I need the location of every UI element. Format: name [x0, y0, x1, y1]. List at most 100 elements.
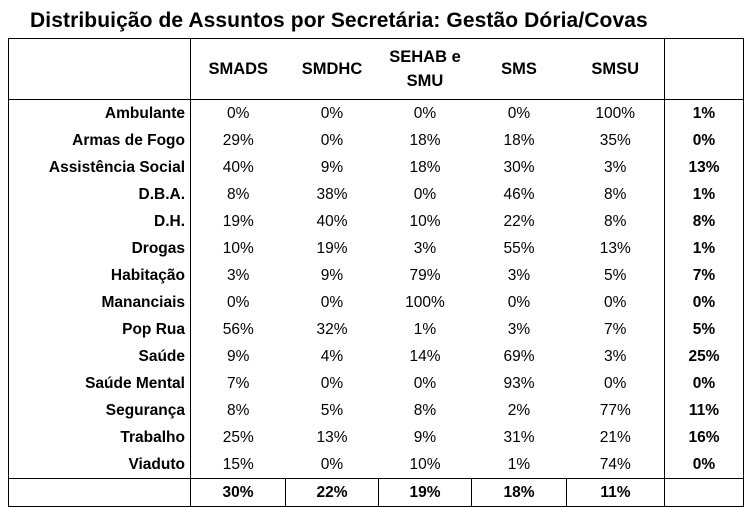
cell-value: 74% [599, 455, 631, 473]
cell-value: 14% [409, 347, 441, 365]
cell-value: 100% [595, 104, 636, 122]
cell-value: 7% [604, 320, 627, 338]
footer-end-cell [664, 478, 744, 507]
cell-value: 0% [227, 104, 250, 122]
cell-value: 4% [320, 347, 344, 365]
row-total: 0% [664, 127, 744, 154]
column-header-line: SMU [406, 72, 444, 90]
footer-total: 19% [378, 478, 472, 507]
cell-value: 30% [503, 158, 535, 176]
table-row: Pop Rua 56% 32% 1% 3% 7% 5% [8, 316, 744, 343]
cell-value: 29% [222, 131, 254, 149]
cell-value: 0% [320, 374, 344, 392]
row-label: Segurança [8, 397, 191, 424]
cell-value: 0% [413, 104, 437, 122]
cell-value: 3% [227, 266, 250, 284]
cell-value: 0% [320, 293, 344, 311]
footer-total: 22% [285, 478, 379, 507]
cell-value: 0% [507, 104, 531, 122]
cell-value: 40% [222, 158, 254, 176]
header-corner [8, 38, 191, 100]
column-header: SMS [471, 38, 567, 100]
cell-value: 40% [316, 212, 348, 230]
header-total-cell [664, 38, 744, 100]
cell-value: 2% [507, 401, 531, 419]
row-total: 5% [664, 316, 744, 343]
cell-value: 1% [413, 320, 437, 338]
row-label: Mananciais [8, 289, 191, 316]
column-header: SMADS [190, 38, 286, 100]
row-total: 1% [664, 181, 744, 208]
row-total: 0% [664, 289, 744, 316]
cell-value: 69% [503, 347, 535, 365]
cell-value: 9% [227, 347, 250, 365]
table-row: Assistência Social 40% 9% 18% 30% 3% 13% [8, 154, 744, 181]
cell-value: 5% [320, 401, 344, 419]
cell-value: 21% [599, 428, 631, 446]
row-total: 7% [664, 262, 744, 289]
table-row: D.B.A. 8% 38% 0% 46% 8% 1% [8, 181, 744, 208]
table-row: Segurança 8% 5% 8% 2% 77% 11% [8, 397, 744, 424]
table-row: Ambulante 0% 0% 0% 0% 100% 1% [8, 99, 744, 127]
cell-value: 18% [409, 158, 441, 176]
cell-value: 25% [222, 428, 254, 446]
cell-value: 3% [604, 158, 627, 176]
cell-value: 55% [503, 239, 535, 257]
row-label: Habitação [8, 262, 191, 289]
row-total: 16% [664, 424, 744, 451]
cell-value: 18% [409, 131, 441, 149]
cell-value: 77% [599, 401, 631, 419]
row-label: Armas de Fogo [8, 127, 191, 154]
footer-total: 18% [471, 478, 567, 507]
cell-value: 3% [604, 347, 627, 365]
row-label: D.B.A. [8, 181, 191, 208]
cell-value: 10% [222, 239, 254, 257]
cell-value: 9% [320, 266, 344, 284]
cell-value: 31% [503, 428, 535, 446]
cell-value: 79% [409, 266, 441, 284]
row-total: 13% [664, 154, 744, 181]
cell-value: 8% [604, 185, 627, 203]
cell-value: 18% [503, 131, 535, 149]
table-row: D.H. 19% 40% 10% 22% 8% 8% [8, 208, 744, 235]
cell-value: 13% [599, 239, 631, 257]
table-row: Saúde 9% 4% 14% 69% 3% 25% [8, 343, 744, 370]
row-total: 0% [664, 451, 744, 479]
cell-value: 8% [227, 401, 250, 419]
table-row: Saúde Mental 7% 0% 0% 93% 0% 0% [8, 370, 744, 397]
row-label: Assistência Social [8, 154, 191, 181]
cell-value: 22% [503, 212, 535, 230]
column-header: SMDHC [285, 38, 379, 100]
column-header-line: SEHAB e [389, 48, 461, 66]
cell-value: 0% [413, 374, 437, 392]
table-row: Armas de Fogo 29% 0% 18% 18% 35% 0% [8, 127, 744, 154]
table-row: Drogas 10% 19% 3% 55% 13% 1% [8, 235, 744, 262]
row-total: 0% [664, 370, 744, 397]
row-label: Saúde [8, 343, 191, 370]
cell-value: 13% [316, 428, 348, 446]
row-label: D.H. [8, 208, 191, 235]
footer-label-cell [8, 478, 191, 507]
cell-value: 100% [405, 293, 445, 311]
cell-value: 19% [316, 239, 348, 257]
row-total: 1% [664, 235, 744, 262]
cell-value: 10% [409, 455, 441, 473]
cell-value: 32% [316, 320, 348, 338]
cell-value: 3% [507, 266, 531, 284]
cell-value: 93% [503, 374, 535, 392]
cell-value: 0% [320, 455, 344, 473]
cell-value: 0% [413, 185, 437, 203]
row-label: Trabalho [8, 424, 191, 451]
table-row: Viaduto 15% 0% 10% 1% 74% 0% [8, 451, 744, 479]
cell-value: 8% [604, 212, 627, 230]
row-total: 8% [664, 208, 744, 235]
cell-value: 38% [316, 185, 348, 203]
data-table: SMADS SMDHC SEHAB e SMU SMS SMSU Ambulant… [8, 38, 744, 507]
cell-value: 0% [320, 104, 344, 122]
row-label: Pop Rua [8, 316, 191, 343]
cell-value: 8% [227, 185, 250, 203]
cell-value: 0% [507, 293, 531, 311]
footer-total: 30% [190, 478, 286, 507]
cell-value: 56% [222, 320, 254, 338]
row-total: 11% [664, 397, 744, 424]
